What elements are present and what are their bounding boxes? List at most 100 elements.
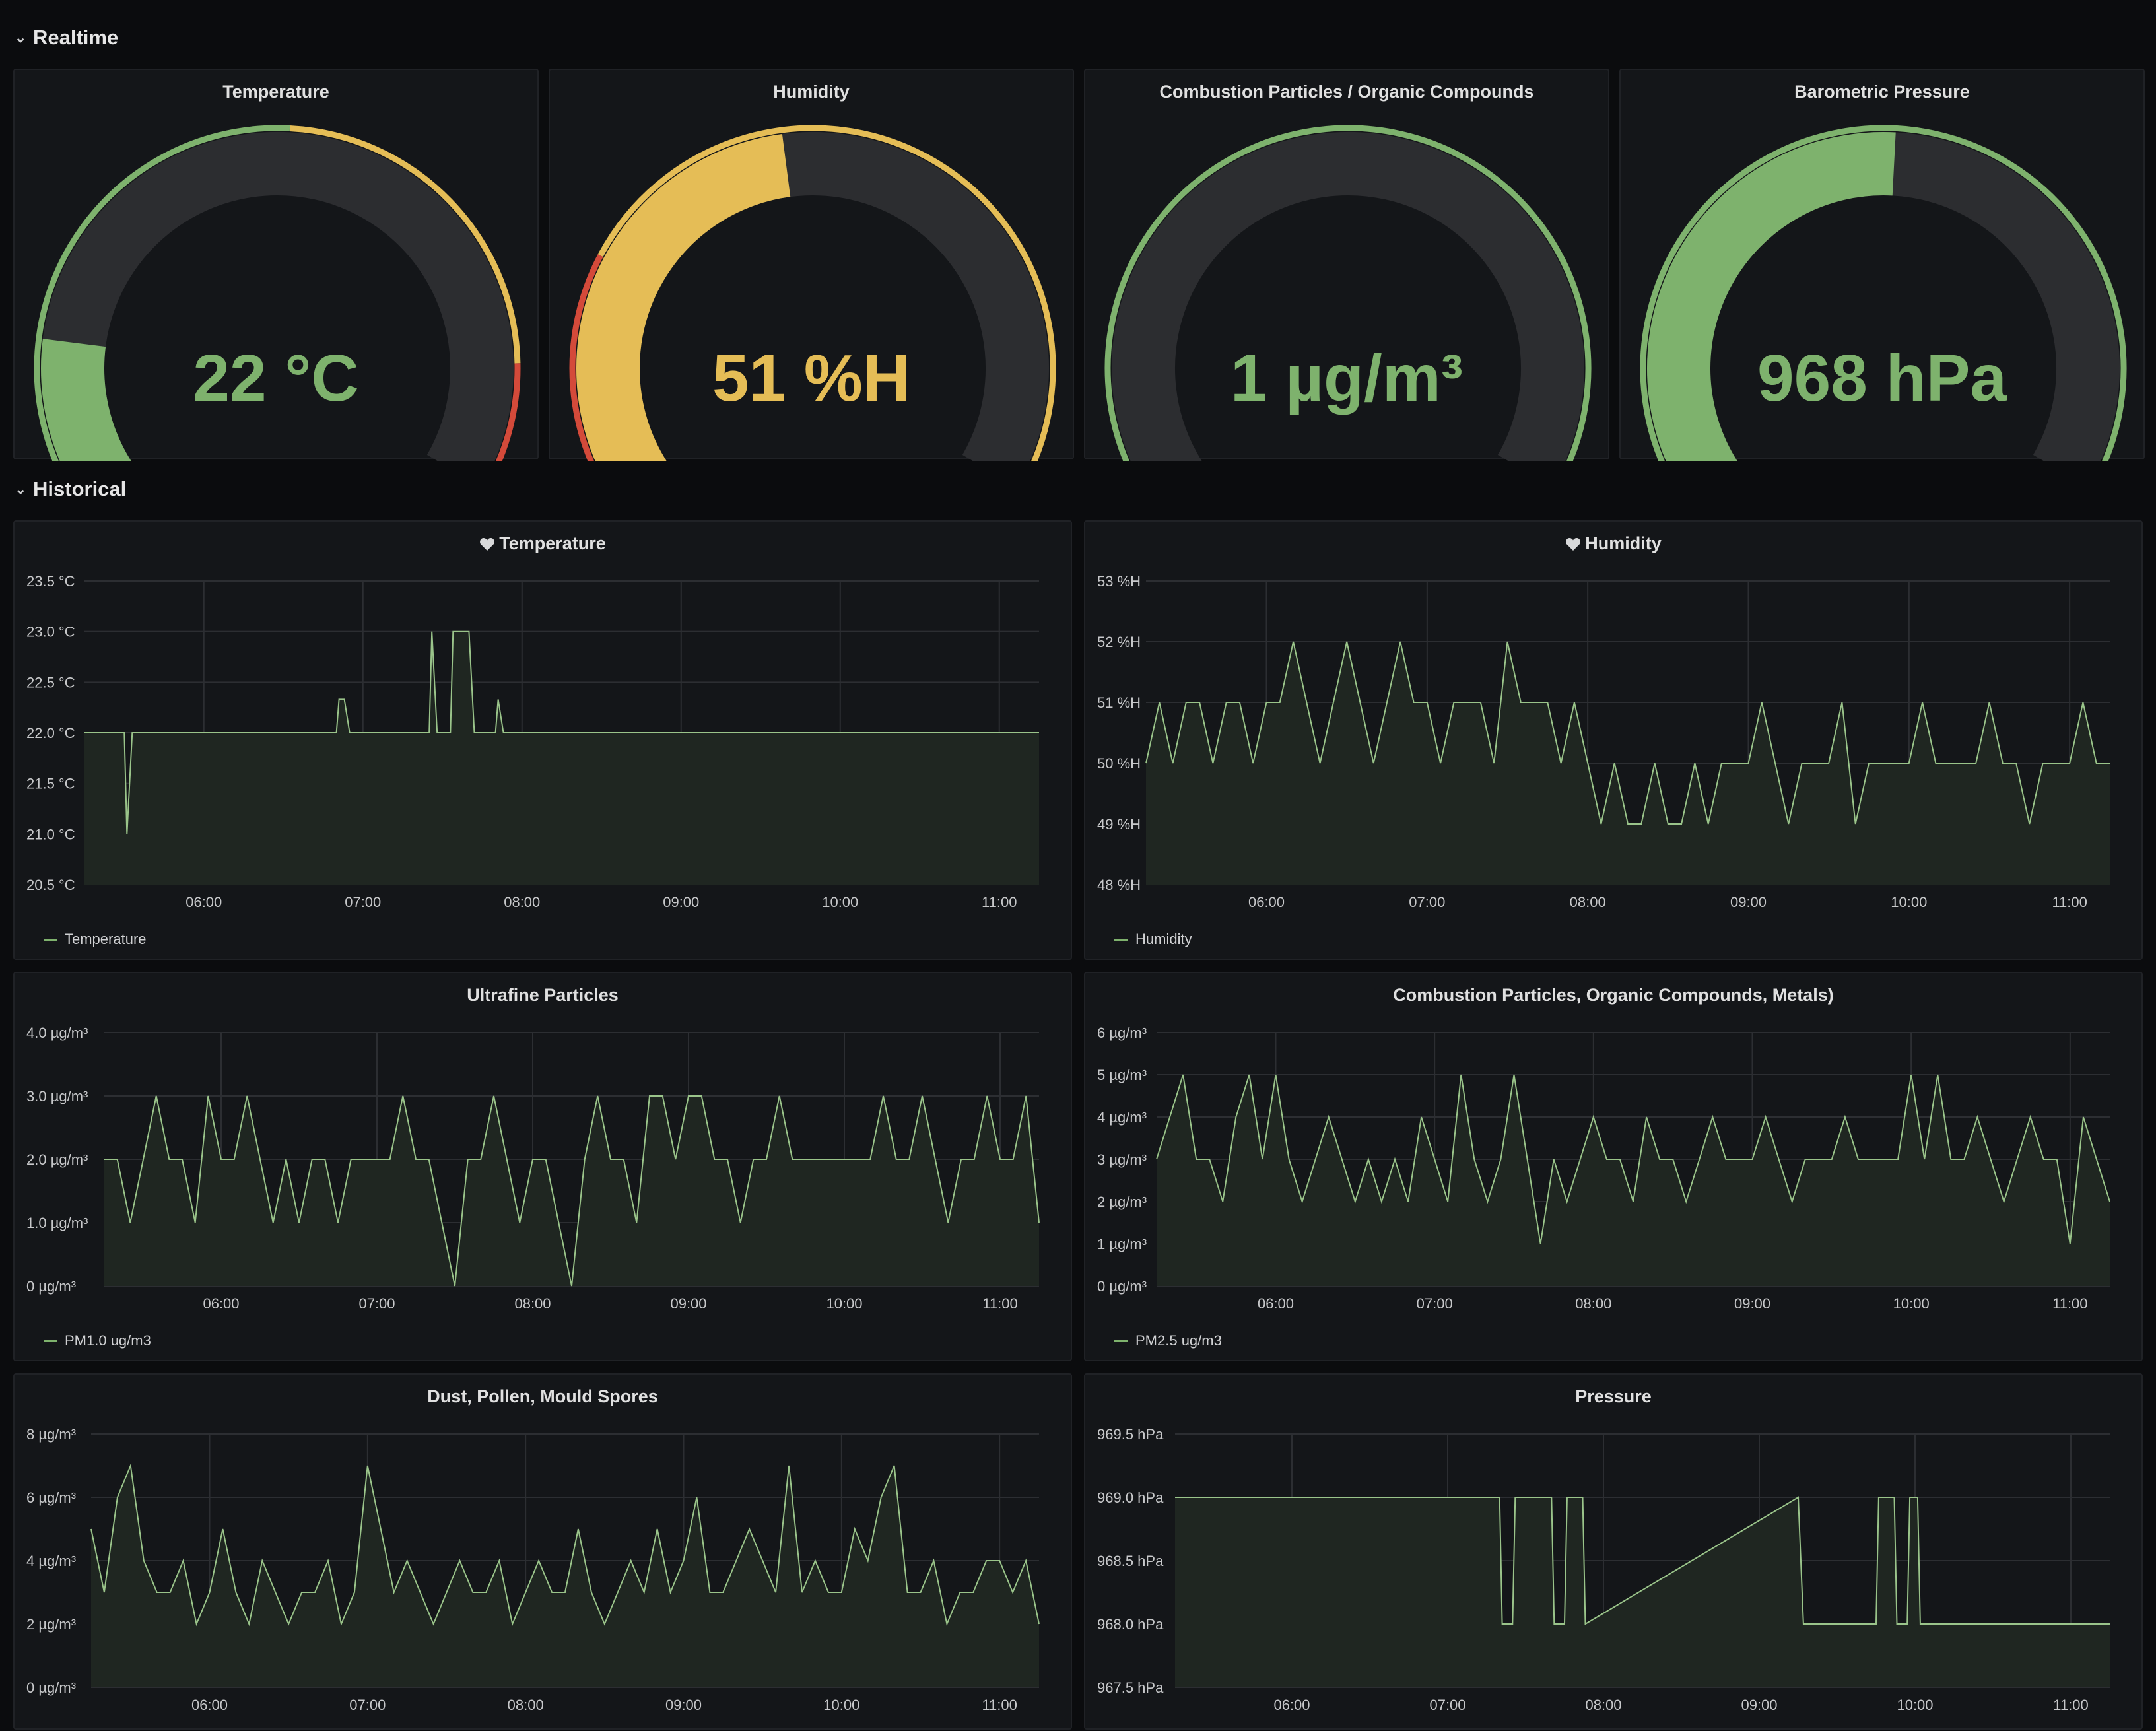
heart-icon — [480, 538, 495, 551]
y-tick-label: 20.5 °C — [26, 877, 75, 893]
x-tick-label: 06:00 — [1248, 894, 1285, 910]
gauge-track — [1112, 132, 1584, 461]
gauge-panel[interactable]: Barometric Pressure 968 hPa — [1619, 69, 2145, 461]
y-tick-label: 4.0 µg/m³ — [26, 1025, 88, 1041]
x-tick-label: 11:00 — [982, 1697, 1017, 1713]
y-tick-label: 22.0 °C — [26, 725, 75, 741]
y-tick-label: 0 µg/m³ — [26, 1278, 76, 1295]
row-historical[interactable]: ⌄ Historical — [15, 466, 126, 512]
x-tick-label: 06:00 — [1273, 1697, 1310, 1713]
y-tick-label: 2.0 µg/m³ — [26, 1151, 88, 1168]
graph-panel[interactable]: Ultrafine Particles 0 µg/m³ 1.0 µg/m³ 2.0 µ… — [13, 972, 1072, 1361]
legend-swatch — [1114, 938, 1128, 941]
panel-title[interactable]: Pressure — [1085, 1386, 2141, 1407]
y-tick-label: 49 %H — [1097, 816, 1141, 832]
y-tick-label: 968.0 hPa — [1097, 1616, 1164, 1633]
gauge-dial — [1640, 125, 2127, 461]
panel-title[interactable]: Temperature — [222, 82, 329, 102]
x-tick-label: 07:00 — [1429, 1697, 1465, 1713]
legend-label: PM2.5 ug/m3 — [1135, 1332, 1222, 1349]
gauge-dial — [569, 125, 1056, 461]
graph-plot[interactable]: 0 µg/m³ 1 µg/m³ 2 µg/m³ 3 µg/m³ 4 µg/m³ 5 µg/… — [1085, 973, 2144, 1363]
gauge-value-fill — [576, 133, 791, 461]
x-tick-label: 08:00 — [504, 894, 540, 910]
y-tick-label: 23.0 °C — [26, 624, 75, 640]
x-tick-label: 11:00 — [982, 1295, 1017, 1312]
series-area — [104, 1096, 1039, 1286]
gauge-panel[interactable]: Temperature 22 °C — [13, 69, 539, 461]
panel-title[interactable]: Barometric Pressure — [1794, 82, 1970, 102]
row-realtime[interactable]: ⌄ Realtime — [15, 15, 118, 61]
x-tick-label: 10:00 — [822, 894, 858, 910]
legend-label: Temperature — [65, 931, 147, 947]
gauge-threshold-band — [569, 254, 603, 461]
graph-panel[interactable]: Pressure 967.5 hPa 968.0 hPa 968.5 hPa 969.0… — [1084, 1373, 2143, 1730]
x-tick-label: 08:00 — [514, 1295, 551, 1312]
legend-swatch — [44, 938, 57, 941]
y-tick-label: 2 µg/m³ — [26, 1616, 76, 1633]
row-title-historical: Historical — [33, 477, 127, 500]
graph-plot[interactable]: 0 µg/m³ 1.0 µg/m³ 2.0 µg/m³ 3.0 µg/m³ 4.0 µg… — [15, 973, 1073, 1363]
heart-icon — [1566, 538, 1581, 551]
y-tick-label: 0 µg/m³ — [26, 1680, 76, 1696]
graph-panel[interactable]: Combustion Particles, Organic Compounds,… — [1084, 972, 2143, 1361]
y-tick-label: 53 %H — [1097, 573, 1141, 590]
graph-plot[interactable]: 967.5 hPa 968.0 hPa 968.5 hPa 969.0 hPa 969.… — [1085, 1375, 2144, 1731]
series-line[interactable] — [84, 630, 1039, 834]
gauge-value: 22 °C — [193, 341, 359, 415]
y-tick-label: 21.5 °C — [26, 776, 75, 792]
legend-item[interactable]: Temperature — [44, 931, 147, 948]
graph-panel[interactable]: Humidity 48 %H 49 %H 50 %H 51 %H 52 %H 53 %H 06… — [1084, 520, 2143, 960]
series-line[interactable] — [1145, 641, 2110, 825]
x-tick-label: 09:00 — [670, 1295, 706, 1312]
graph-plot[interactable]: 48 %H 49 %H 50 %H 51 %H 52 %H 53 %H 06:00 07:00… — [1085, 522, 2144, 961]
panel-title[interactable]: Ultrafine Particles — [15, 985, 1071, 1005]
panel-title[interactable]: Combustion Particles, Organic Compounds,… — [1085, 985, 2141, 1005]
panel-title[interactable]: Dust, Pollen, Mould Spores — [15, 1386, 1071, 1407]
x-tick-label: 07:00 — [345, 894, 381, 910]
legend-item[interactable]: PM1.0 ug/m3 — [44, 1332, 151, 1349]
y-tick-label: 51 %H — [1097, 695, 1141, 711]
panel-title-text: Ultrafine Particles — [467, 985, 619, 1005]
legend-item[interactable]: Humidity — [1114, 931, 1192, 948]
graph-plot[interactable]: 0 µg/m³ 2 µg/m³ 4 µg/m³ 6 µg/m³ 8 µg/m³ 06:00… — [15, 1375, 1073, 1731]
legend-label: Humidity — [1135, 931, 1192, 947]
x-tick-label: 11:00 — [982, 894, 1017, 910]
gauge-dial — [34, 125, 521, 461]
gauge-threshold-band — [1104, 125, 1592, 461]
panel-title[interactable]: Combustion Particles / Organic Compounds — [1159, 82, 1534, 102]
gauge-panel[interactable]: Combustion Particles / Organic Compounds… — [1084, 69, 1609, 461]
y-tick-label: 4 µg/m³ — [26, 1553, 76, 1569]
x-tick-label: 09:00 — [665, 1697, 702, 1713]
y-tick-label: 3.0 µg/m³ — [26, 1088, 88, 1104]
panel-title-text: Pressure — [1575, 1386, 1652, 1406]
graph-plot[interactable]: 20.5 °C 21.0 °C 21.5 °C 22.0 °C 22.5 °C 23.0 … — [15, 522, 1073, 961]
gauge-value: 51 %H — [712, 341, 911, 415]
x-tick-label: 08:00 — [1570, 894, 1606, 910]
chevron-down-icon[interactable]: ⌄ — [15, 481, 27, 497]
x-tick-label: 08:00 — [508, 1697, 544, 1713]
x-tick-label: 11:00 — [2052, 894, 2087, 910]
gauge-panel[interactable]: Humidity 51 %H — [549, 69, 1074, 461]
graph-panel[interactable]: Temperature 20.5 °C 21.0 °C 21.5 °C 22.0 °C 2… — [13, 520, 1072, 960]
series-line[interactable] — [1175, 1496, 2110, 1625]
x-tick-label: 08:00 — [1575, 1295, 1611, 1312]
y-tick-label: 4 µg/m³ — [1097, 1109, 1147, 1126]
chevron-down-icon[interactable]: ⌄ — [15, 29, 27, 46]
x-tick-label: 06:00 — [203, 1295, 239, 1312]
panel-title[interactable]: Humidity — [773, 82, 850, 102]
panel-title[interactable]: Humidity — [1085, 533, 2141, 554]
legend-item[interactable]: PM2.5 ug/m3 — [1114, 1332, 1222, 1349]
graph-panel[interactable]: Dust, Pollen, Mould Spores 0 µg/m³ 2 µg/m³… — [13, 1373, 1072, 1730]
series-line[interactable] — [90, 1463, 1040, 1627]
x-tick-label: 10:00 — [1893, 1295, 1930, 1312]
y-tick-label: 6 µg/m³ — [1097, 1025, 1147, 1041]
x-tick-label: 07:00 — [349, 1697, 386, 1713]
y-tick-label: 0 µg/m³ — [1097, 1278, 1147, 1295]
x-tick-label: 11:00 — [2052, 1295, 2087, 1312]
panel-title-text: Temperature — [499, 533, 606, 553]
panel-title[interactable]: Temperature — [15, 533, 1071, 554]
y-tick-label: 1.0 µg/m³ — [26, 1215, 88, 1231]
series-line[interactable] — [1156, 1074, 2110, 1244]
series-line[interactable] — [104, 1095, 1040, 1287]
